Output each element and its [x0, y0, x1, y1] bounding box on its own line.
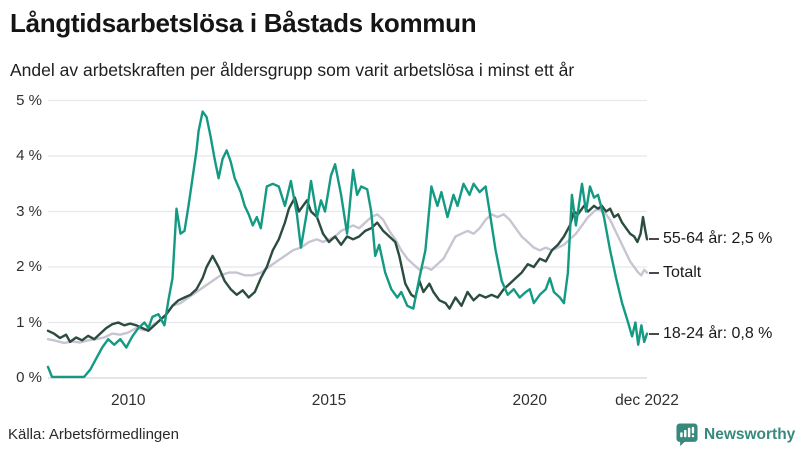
y-tick-label: 3 %	[16, 202, 42, 220]
series-line-18-24 år	[46, 110, 649, 379]
y-tick-label: 0 %	[16, 369, 42, 386]
chart-area: 0 % 1 % 2 % 3 % 4 % 5 % 2010 2015 2020 dec 2022 …	[0, 88, 800, 420]
chart-subtitle: Andel av arbetskraften per åldersgrupp s…	[10, 60, 575, 80]
y-tick-label: 2 %	[16, 258, 42, 275]
x-tick-label: 2015	[311, 392, 347, 409]
series-end-label: 18-24 år: 0,8 %	[649, 323, 772, 345]
line-chart-svg	[46, 99, 649, 379]
series-end-label: Totalt	[649, 262, 701, 284]
series-end-label: 55-64 år: 2,5 %	[649, 228, 772, 250]
y-tick-label: 5 %	[16, 91, 42, 109]
x-tick-label: 2010	[111, 392, 146, 409]
label-connector-dash	[649, 238, 659, 241]
series-end-label-text: 18-24 år: 0,8 %	[663, 324, 773, 342]
y-tick-label: 1 %	[16, 313, 42, 331]
series-end-label-text: Totalt	[663, 263, 702, 281]
newsworthy-icon	[676, 423, 698, 446]
newsworthy-logo[interactable]: Newsworthy	[676, 423, 795, 446]
series-end-label-text: 55-64 år: 2,5 %	[663, 230, 773, 248]
label-connector-dash	[649, 332, 659, 335]
newsworthy-wordmark: Newsworthy	[704, 425, 796, 443]
label-connector-dash	[649, 271, 659, 274]
x-tick-label: dec 2022	[615, 392, 679, 409]
source-note: Källa: Arbetsförmedlingen	[8, 426, 179, 443]
x-tick-label: 2020	[512, 392, 547, 409]
chart-title: Långtidsarbetslösa i Båstads kommun	[10, 8, 477, 38]
series-line-55-64 år	[46, 196, 649, 344]
y-tick-label: 4 %	[16, 147, 42, 164]
